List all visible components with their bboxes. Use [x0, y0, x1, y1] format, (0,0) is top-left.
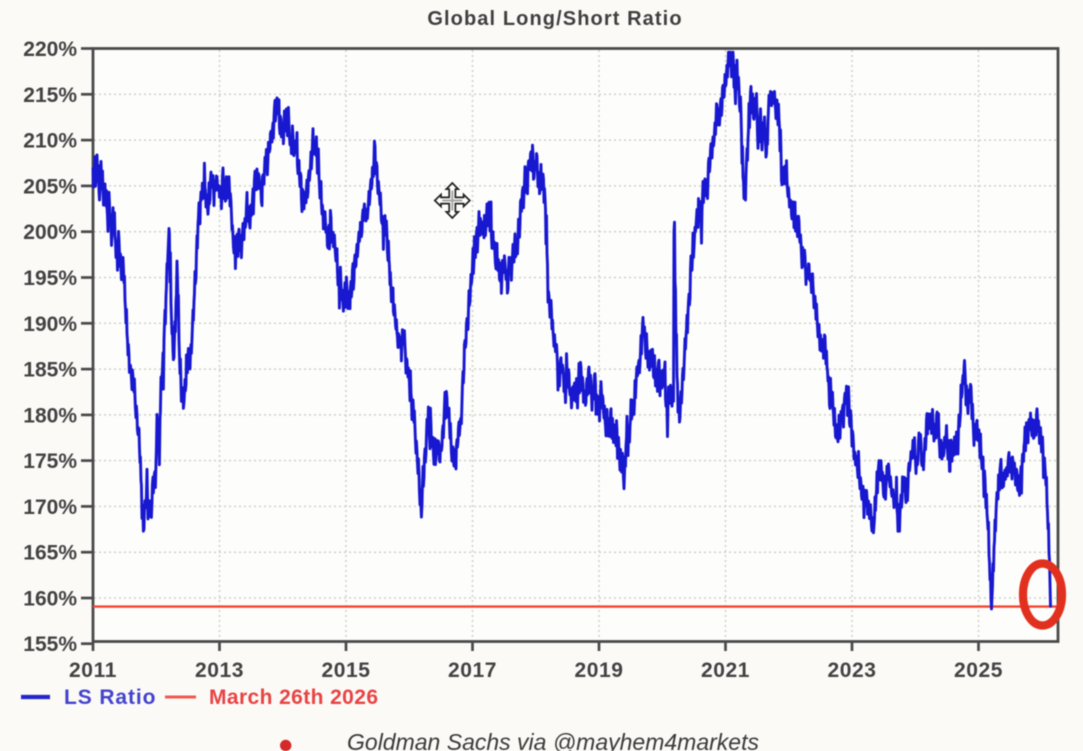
svg-text:170%: 170%	[23, 496, 77, 519]
svg-text:160%: 160%	[23, 588, 77, 611]
svg-text:195%: 195%	[23, 267, 77, 290]
svg-text:210%: 210%	[23, 130, 77, 153]
svg-text:2013: 2013	[195, 659, 244, 682]
svg-text:March 26th 2026: March 26th 2026	[209, 686, 378, 709]
svg-text:205%: 205%	[23, 175, 77, 198]
svg-text:Global Long/Short Ratio: Global Long/Short Ratio	[427, 8, 682, 30]
svg-text:165%: 165%	[23, 542, 77, 565]
svg-text:155%: 155%	[23, 633, 77, 656]
svg-text:2023: 2023	[827, 659, 876, 682]
svg-text:180%: 180%	[23, 404, 77, 427]
svg-text:2025: 2025	[954, 659, 1003, 682]
svg-text:190%: 190%	[23, 313, 77, 336]
svg-text:175%: 175%	[23, 450, 77, 473]
svg-text:2015: 2015	[321, 659, 370, 682]
svg-text:215%: 215%	[23, 84, 77, 107]
svg-text:2011: 2011	[69, 659, 117, 682]
svg-text:220%: 220%	[23, 38, 77, 61]
svg-text:LS Ratio: LS Ratio	[64, 686, 156, 709]
svg-text:200%: 200%	[23, 221, 77, 244]
svg-text:185%: 185%	[23, 359, 77, 382]
svg-text:2021: 2021	[701, 659, 750, 682]
svg-text:2017: 2017	[448, 659, 497, 682]
svg-text:2019: 2019	[574, 659, 623, 682]
svg-text:Goldman Sachs via @mayhem4mark: Goldman Sachs via @mayhem4markets	[347, 729, 759, 751]
